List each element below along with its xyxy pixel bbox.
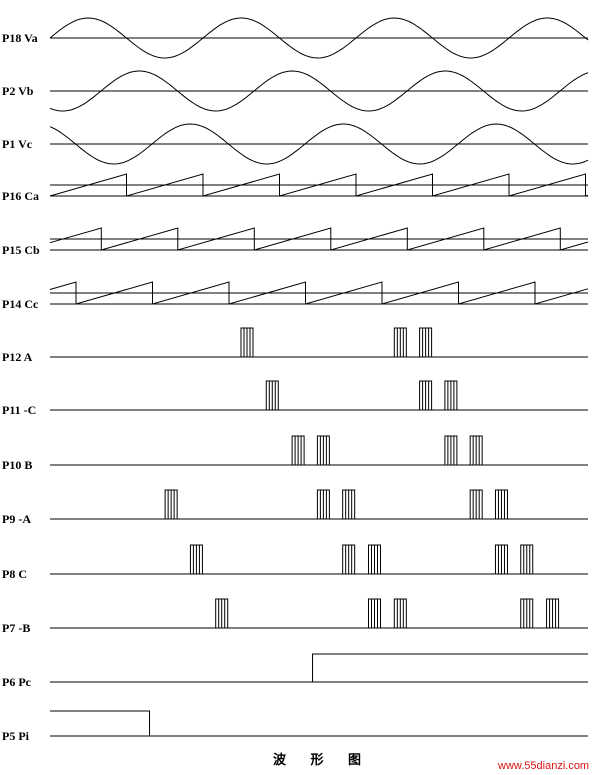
row-label: P10 B [2,458,32,472]
row-p5-pi: P5 Pi [2,710,588,743]
row-p12-a: P12 A [2,327,588,364]
pulse-burst [469,489,483,520]
pulse-burst [240,327,254,358]
pulse-burst [393,327,407,358]
pulse-burst [419,380,433,411]
pulse-burst [342,544,356,575]
row-label: P5 Pi [2,729,30,743]
row-label: P15 Cb [2,243,40,257]
row-p8-c: P8 C [2,544,588,581]
sawtooth-wave [49,281,589,305]
row-p14-cc: P14 Cc [2,281,589,311]
watermark-text: www.55dianzi.com [497,760,589,772]
row-label: P1 Vc [2,137,33,151]
sine-wave [49,123,589,165]
sine-wave [49,70,589,112]
pulse-burst [291,435,305,466]
pulse-burst [316,489,330,520]
step-signal [50,710,151,736]
row-label: P14 Cc [2,297,39,311]
row-label: P7 -B [2,621,30,635]
row-label: P2 Vb [2,84,34,98]
pulse-burst [520,598,534,629]
waveform-rows: P18 Va P2 Vb P1 Vc P16 Ca P15 Cb P14 Cc P12 A P… [2,17,589,743]
row-label: P8 C [2,567,27,581]
pulse-burst [342,489,356,520]
pulse-burst [164,489,178,520]
pulse-burst [546,598,560,629]
pulse-burst [367,598,381,629]
row-p11-c: P11 -C [2,380,588,417]
row-label: P12 A [2,350,33,364]
step-signal [312,653,588,682]
row-label: P11 -C [2,403,36,417]
pulse-burst [520,544,534,575]
pulse-burst [393,598,407,629]
row-p1-vc: P1 Vc [2,123,589,165]
pulse-burst [444,380,458,411]
row-p2-vb: P2 Vb [2,70,589,112]
row-label: P6 Pc [2,675,32,689]
row-p7-b: P7 -B [2,598,588,635]
row-label: P9 -A [2,512,31,526]
sawtooth-wave [49,173,589,197]
pulse-burst [494,544,508,575]
row-p16-ca: P16 Ca [2,173,589,203]
pulse-burst [215,598,229,629]
row-p9-a: P9 -A [2,489,588,526]
row-label: P18 Va [2,31,38,45]
sawtooth-wave [49,227,589,251]
diagram-caption: 波 形 图 [273,752,371,768]
row-p6-pc: P6 Pc [2,653,588,689]
pulse-burst [367,544,381,575]
row-label: P16 Ca [2,189,39,203]
pulse-burst [316,435,330,466]
pulse-burst [444,435,458,466]
row-p15-cb: P15 Cb [2,227,589,257]
pulse-burst [419,327,433,358]
pulse-burst [265,380,279,411]
pulse-burst [189,544,203,575]
sine-wave [49,17,589,59]
pulse-burst [494,489,508,520]
pulse-burst [469,435,483,466]
row-p18-va: P18 Va [2,17,589,59]
row-p10-b: P10 B [2,435,588,472]
